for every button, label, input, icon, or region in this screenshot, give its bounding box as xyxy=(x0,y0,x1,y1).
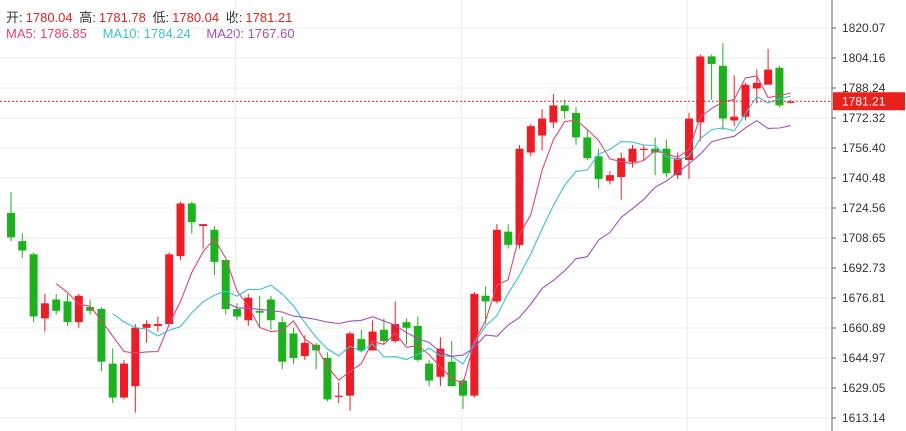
candle-body xyxy=(7,212,15,238)
y-tick-label: 1613.14 xyxy=(842,411,886,425)
candle-body xyxy=(29,254,38,317)
candle-body xyxy=(52,299,61,311)
candle-body xyxy=(470,293,479,396)
candle-body xyxy=(718,65,727,119)
candle-body xyxy=(538,118,547,136)
candle-body xyxy=(481,295,490,302)
ma5-line xyxy=(55,75,791,385)
candle-body xyxy=(617,158,626,178)
close-label: 收: xyxy=(225,10,243,25)
candle-body xyxy=(549,105,558,123)
candle-body xyxy=(334,395,343,397)
candle-body xyxy=(560,105,569,112)
y-tick-label: 1820.07 xyxy=(842,21,886,35)
y-tick-label: 1676.81 xyxy=(842,291,886,305)
candle-body xyxy=(413,325,422,360)
candle-body xyxy=(278,322,287,362)
candle-body xyxy=(685,118,693,161)
candle-body xyxy=(266,299,275,321)
candle-body xyxy=(492,229,501,302)
y-tick-label: 1708.65 xyxy=(842,231,886,245)
high-value: 1781.78 xyxy=(98,10,146,25)
ma20-line xyxy=(225,120,791,357)
y-tick-label: 1772.32 xyxy=(842,111,886,125)
candle-body xyxy=(447,361,456,387)
candle-body xyxy=(572,112,580,138)
high-label: 高: xyxy=(79,10,96,25)
candle-body xyxy=(86,307,95,311)
candle-body xyxy=(526,126,535,153)
candle-body xyxy=(233,308,241,317)
candle-body xyxy=(323,357,332,400)
candle-body xyxy=(515,148,524,245)
candle-body xyxy=(594,156,603,179)
candle-body xyxy=(18,241,27,251)
candle-body xyxy=(176,203,185,257)
candle-body xyxy=(131,327,140,387)
candle-body xyxy=(300,342,309,357)
candle-body xyxy=(662,148,671,174)
y-tick-label: 1804.16 xyxy=(842,51,886,65)
open-value: 1780.04 xyxy=(25,10,73,25)
ma5-legend: MA5: 1786.85 xyxy=(6,26,87,41)
candle-body xyxy=(730,116,739,121)
y-tick-label: 1788.24 xyxy=(842,81,886,95)
candle-body xyxy=(583,137,592,159)
y-tick-label: 1740.48 xyxy=(842,171,886,185)
candle-body xyxy=(605,175,614,181)
candle-body xyxy=(379,329,388,341)
ma-legend: MA5: 1786.85 MA10: 1784.24 MA20: 1767.60 xyxy=(6,26,298,41)
candle-body xyxy=(108,363,117,398)
candle-body xyxy=(628,148,637,162)
y-tick-label: 1756.40 xyxy=(842,141,886,155)
candle-body xyxy=(786,101,795,103)
candle-body xyxy=(402,322,411,328)
current-price-tag xyxy=(833,92,905,111)
candle-body xyxy=(74,295,83,323)
candle-body xyxy=(40,303,49,319)
candle-body xyxy=(425,363,434,381)
candle-body xyxy=(752,82,761,89)
close-value: 1781.21 xyxy=(245,10,293,25)
ma10-legend: MA10: 1784.24 xyxy=(102,26,191,41)
candle-body xyxy=(707,56,716,64)
open-label: 开: xyxy=(6,10,23,25)
ma20-legend: MA20: 1767.60 xyxy=(206,26,295,41)
candle-body xyxy=(165,254,174,325)
candle-body xyxy=(289,333,298,358)
candle-body xyxy=(639,148,648,150)
candle-body xyxy=(142,324,151,328)
candle-body xyxy=(741,84,750,117)
candle-body xyxy=(153,324,162,326)
candle-body xyxy=(504,231,513,245)
low-label: 低: xyxy=(152,10,170,25)
y-tick-label: 1660.89 xyxy=(842,321,886,335)
candle-body xyxy=(775,67,784,106)
candle-body xyxy=(199,224,208,227)
candle-body xyxy=(346,333,354,396)
y-tick-label: 1629.05 xyxy=(842,381,886,395)
candle-body xyxy=(459,380,467,396)
low-value: 1780.04 xyxy=(172,10,220,25)
candle-body xyxy=(97,308,106,362)
candle-body xyxy=(357,339,366,351)
candle-body xyxy=(255,310,264,313)
y-tick-label: 1692.73 xyxy=(842,261,886,275)
y-tick-label: 1644.97 xyxy=(842,351,886,365)
candle-body xyxy=(120,363,128,398)
candle-body xyxy=(187,203,196,223)
candle-body xyxy=(673,158,682,176)
candle-body xyxy=(696,56,705,123)
candle-body xyxy=(221,259,230,309)
ohlc-readout: 开: 1780.04 高: 1781.78 低: 1780.04 收: 1781.21 xyxy=(6,7,295,26)
candle-body xyxy=(63,301,72,323)
candle-body xyxy=(210,229,219,262)
current-price-label: 1781.21 xyxy=(842,95,886,109)
y-tick-label: 1724.56 xyxy=(842,201,886,215)
candle-body xyxy=(764,69,773,85)
candle-body xyxy=(436,348,445,377)
